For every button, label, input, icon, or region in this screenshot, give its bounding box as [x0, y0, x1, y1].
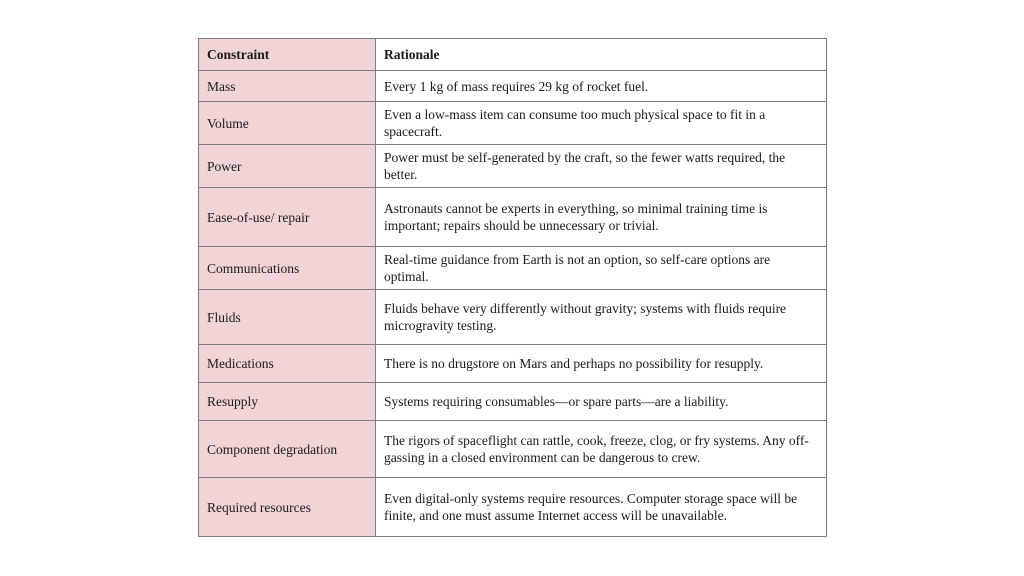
table-row: Volume Even a low-mass item can consume t…: [198, 101, 827, 145]
rationale-cell: Systems requiring consumables—or spare p…: [375, 382, 827, 421]
rationale-cell: Every 1 kg of mass requires 29 kg of roc…: [375, 70, 827, 102]
constraint-cell: Component degradation: [198, 420, 376, 478]
rationale-cell: Astronauts cannot be experts in everythi…: [375, 187, 827, 247]
constraint-cell: Medications: [198, 344, 376, 383]
rationale-cell: Power must be self-generated by the craf…: [375, 144, 827, 188]
constraint-cell: Ease-of-use/ repair: [198, 187, 376, 247]
table-row: Resupply Systems requiring consumables—or…: [198, 382, 827, 421]
constraint-cell: Volume: [198, 101, 376, 145]
constraint-cell: Power: [198, 144, 376, 188]
header-rationale: Rationale: [375, 38, 827, 71]
rationale-cell: Real-time guidance from Earth is not an …: [375, 246, 827, 290]
rationale-cell: Even digital-only systems require resour…: [375, 477, 827, 537]
constraint-cell: Required resources: [198, 477, 376, 537]
table-row: Power Power must be self-generated by the…: [198, 144, 827, 188]
rationale-cell: Even a low-mass item can consume too muc…: [375, 101, 827, 145]
constraint-cell: Resupply: [198, 382, 376, 421]
table-row: Required resources Even digital-only syst…: [198, 477, 827, 537]
header-row: Constraint Rationale: [198, 38, 827, 71]
rationale-cell: The rigors of spaceflight can rattle, co…: [375, 420, 827, 478]
table-row: Ease-of-use/ repair Astronauts cannot be …: [198, 187, 827, 247]
table-row: Medications There is no drugstore on Mars…: [198, 344, 827, 383]
constraint-cell: Mass: [198, 70, 376, 102]
constraint-cell: Fluids: [198, 289, 376, 345]
rationale-cell: There is no drugstore on Mars and perhap…: [375, 344, 827, 383]
table-row: Communications Real-time guidance from Ea…: [198, 246, 827, 290]
constraint-cell: Communications: [198, 246, 376, 290]
rationale-cell: Fluids behave very differently without g…: [375, 289, 827, 345]
constraints-table: Constraint Rationale Mass Every 1 kg of m…: [198, 38, 827, 537]
table-row: Fluids Fluids behave very differently wit…: [198, 289, 827, 345]
header-constraint: Constraint: [198, 38, 376, 71]
table-row: Component degradation The rigors of space…: [198, 420, 827, 478]
table-row: Mass Every 1 kg of mass requires 29 kg of…: [198, 70, 827, 102]
